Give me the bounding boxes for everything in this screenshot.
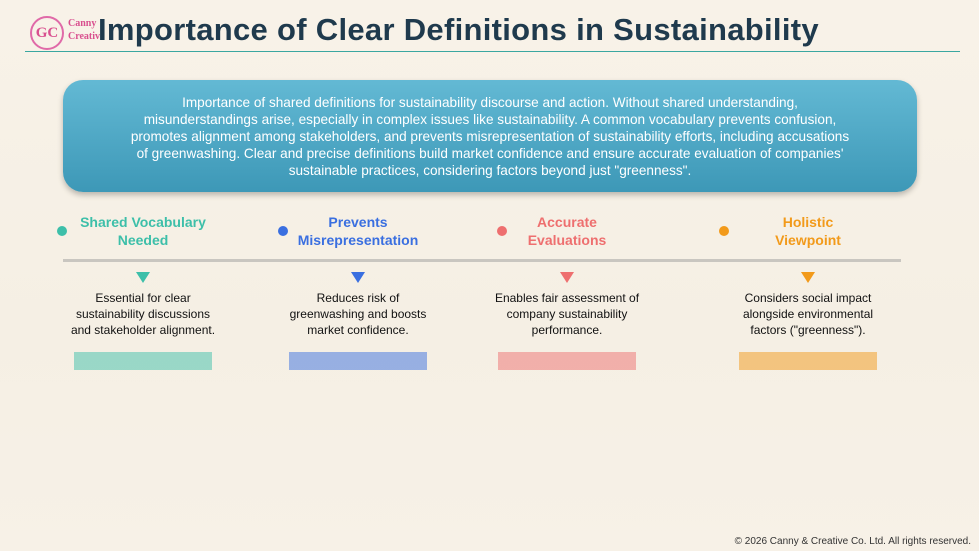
summary-line: Importance of shared definitions for sus…: [182, 95, 798, 110]
summary-line: misunderstandings arise, especially in c…: [143, 112, 837, 127]
item-description-line: and stakeholder alignment.: [70, 323, 216, 337]
item-description-line: factors ("greenness").: [750, 323, 866, 337]
item-marker: [801, 272, 815, 283]
item-title-line: Shared Vocabulary: [80, 214, 206, 230]
item-description: Considers social impact alongside environ…: [708, 290, 908, 338]
item-title: Prevents Misrepresentation: [258, 213, 458, 249]
item-dot: [278, 226, 288, 236]
item-description: Reduces risk of greenwashing and boosts ma…: [258, 290, 458, 338]
logo-mark: GC: [30, 16, 64, 50]
summary-line: of greenwashing. Clear and precise defin…: [136, 146, 844, 161]
item-title: Shared Vocabulary Needed: [43, 213, 243, 249]
item-marker: [351, 272, 365, 283]
item-description-line: market confidence.: [307, 323, 409, 337]
summary-box: Importance of shared definitions for sus…: [63, 80, 917, 192]
item-description: Essential for clear sustainability discus…: [43, 290, 243, 338]
item-title-line: Evaluations: [527, 232, 607, 248]
item-description-line: Enables fair assessment of: [494, 291, 640, 305]
summary-line: sustainable practices, considering facto…: [288, 163, 692, 178]
item-dot: [719, 226, 729, 236]
title-rule: [25, 51, 960, 52]
summary-line: promotes alignment among stakeholders, a…: [130, 129, 850, 144]
item-description-line: Considers social impact: [744, 291, 872, 305]
item-bar: [289, 352, 427, 370]
item-title-line: Prevents: [328, 214, 388, 230]
logo-word: Canny: [68, 18, 97, 29]
item-description-line: company sustainability: [506, 307, 628, 321]
item-bar: [74, 352, 212, 370]
item-marker: [560, 272, 574, 283]
item-title-line: Viewpoint: [775, 232, 841, 248]
footer: © 2026 Canny & Creative Co. Ltd. All rig…: [734, 536, 971, 547]
item-description: Enables fair assessment of company sustai…: [467, 290, 667, 338]
item-description-line: greenwashing and boosts: [289, 307, 427, 321]
item-description-line: Reduces risk of: [316, 291, 400, 305]
item-title-line: Accurate: [537, 214, 597, 230]
item-description-line: Essential for clear: [95, 291, 191, 305]
item-bar: [739, 352, 877, 370]
item-dot: [497, 226, 507, 236]
title: Importance of Clear Definitions in Susta…: [98, 12, 819, 47]
item-bar: [498, 352, 636, 370]
item-description-line: sustainability discussions: [75, 307, 211, 321]
item-description-line: alongside environmental: [742, 307, 874, 321]
item-dot: [57, 226, 67, 236]
item-title-line: Needed: [117, 232, 169, 248]
item-title: Holistic Viewpoint: [708, 213, 908, 249]
item-description-line: performance.: [531, 323, 603, 337]
item-title-line: Holistic: [782, 214, 834, 230]
logo-word: Creative: [68, 31, 105, 42]
item-title-line: Misrepresentation: [297, 232, 419, 248]
item-title: Accurate Evaluations: [467, 213, 667, 249]
item-marker: [136, 272, 150, 283]
timeline-axis: [63, 259, 901, 262]
